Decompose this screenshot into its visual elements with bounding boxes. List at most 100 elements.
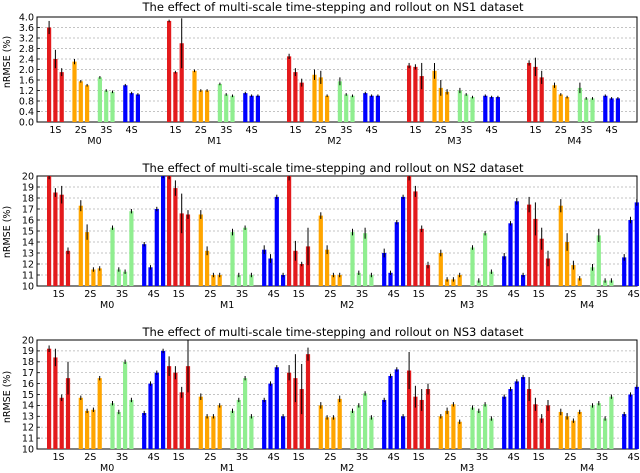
bar-M3-1S <box>413 396 418 449</box>
bar-M3-4S <box>508 389 513 449</box>
x-tick-label-3S: 3S <box>596 289 608 300</box>
bar-M2-1S <box>293 378 298 449</box>
bar-M3-4S <box>521 377 526 449</box>
bar-M3-4S <box>502 396 507 449</box>
bar-M3-3S <box>483 404 488 449</box>
bar-M1-1S <box>185 214 191 286</box>
bar-M4-2S <box>558 205 563 286</box>
bar-M2-2S <box>331 417 336 449</box>
x-tick-label-3S: 3S <box>596 452 608 463</box>
bar-M3-4S <box>502 256 507 286</box>
bar-M0-4S <box>148 383 153 449</box>
y-tick-label: 3.6 <box>19 23 34 34</box>
y-tick-label: 15 <box>22 226 34 237</box>
bar-M0-4S <box>142 244 147 286</box>
bar-M2-3S <box>350 410 355 449</box>
bar-M1-1S <box>173 188 178 286</box>
bar-M1-1S <box>173 372 178 449</box>
y-tick-label: 2.8 <box>19 44 34 55</box>
y-tick-label: 2.4 <box>19 54 34 65</box>
bar-M0-3S <box>97 77 102 122</box>
bar-M2-4S <box>375 95 380 122</box>
bar-M3-2S <box>432 70 437 122</box>
panel-title: The effect of multi-scale time-stepping … <box>142 0 524 14</box>
y-axis-label: nRMSE (%) <box>2 371 13 423</box>
bar-M4-1S <box>533 66 538 122</box>
bar-M1-1S <box>167 366 172 449</box>
x-tick-label-4S: 4S <box>628 289 640 300</box>
bar-M2-3S <box>356 272 361 286</box>
bar-M3-3S <box>470 407 475 449</box>
bar-M1-2S <box>205 416 210 449</box>
bar-M3-3S <box>483 233 488 286</box>
bar-M0-2S <box>78 81 83 122</box>
y-tick-label: 15 <box>22 390 34 401</box>
bar-M4-3S <box>596 235 601 286</box>
bar-M3-3S <box>470 247 475 286</box>
panel-title: The effect of multi-scale time-stepping … <box>142 325 524 339</box>
bar-M3-2S <box>445 279 450 286</box>
y-tick-label: 19 <box>22 182 34 193</box>
bar-M1-3S <box>236 275 241 286</box>
y-tick-label: 14 <box>22 401 34 412</box>
group-label-M1: M1 <box>220 300 234 311</box>
y-tick-label: 11 <box>22 270 34 281</box>
panel-title: The effect of multi-scale time-stepping … <box>142 161 524 175</box>
bar-M4-1S <box>539 77 544 122</box>
bar-M4-4S <box>634 386 639 449</box>
x-tick-label-2S: 2S <box>204 452 216 463</box>
bar-M3-2S <box>451 279 456 286</box>
y-tick-label: 16 <box>22 379 34 390</box>
bar-M4-3S <box>577 87 582 122</box>
bar-M2-2S <box>325 95 330 122</box>
bar-M0-4S <box>161 176 166 286</box>
bar-M3-4S <box>483 95 488 122</box>
bar-M3-1S <box>425 265 431 286</box>
bar-M2-2S <box>331 275 336 286</box>
bar-M0-3S <box>123 361 128 449</box>
bar-M1-2S <box>198 214 203 286</box>
bar-M0-4S <box>154 209 159 286</box>
bar-M2-3S <box>350 95 355 122</box>
bar-M1-4S <box>243 93 248 122</box>
y-tick-label: 14 <box>22 237 34 248</box>
group-label-M4: M4 <box>580 300 594 311</box>
bar-M2-4S <box>388 272 393 286</box>
bar-M3-3S <box>464 94 469 122</box>
x-tick-label-1S: 1S <box>409 125 421 136</box>
bar-M4-2S <box>565 416 570 449</box>
bar-M4-3S <box>609 396 614 449</box>
group-label-M1: M1 <box>220 463 234 473</box>
x-tick-label-2S: 2S <box>444 289 456 300</box>
x-tick-label-3S: 3S <box>476 289 488 300</box>
x-tick-label-1S: 1S <box>533 452 545 463</box>
bar-M2-2S <box>318 215 323 286</box>
x-tick-label-4S: 4S <box>486 125 498 136</box>
y-tick-label: 17 <box>22 204 34 215</box>
bar-M1-1S <box>167 176 172 286</box>
x-tick-label-3S: 3S <box>236 452 248 463</box>
group-label-M2: M2 <box>340 300 354 311</box>
bar-M0-1S <box>47 176 52 286</box>
bar-M2-3S <box>369 417 374 449</box>
bar-M3-3S <box>470 97 475 122</box>
bar-M3-1S <box>413 191 418 286</box>
bar-M4-3S <box>590 405 595 449</box>
bar-M3-2S <box>438 416 443 449</box>
y-tick-label: 0.0 <box>19 117 34 128</box>
bar-M4-2S <box>558 411 563 449</box>
bar-M0-3S <box>110 403 115 449</box>
x-tick-label-1S: 1S <box>53 289 65 300</box>
y-tick-label: 16 <box>22 215 34 226</box>
bar-M0-3S <box>110 91 115 122</box>
bar-M1-3S <box>230 232 235 286</box>
bar-M1-4S <box>281 275 286 286</box>
bar-M0-1S <box>53 59 58 122</box>
bar-M1-3S <box>249 416 254 449</box>
bar-M1-4S <box>281 416 286 449</box>
bar-M4-1S <box>545 258 551 286</box>
x-tick-label-4S: 4S <box>388 289 400 300</box>
bar-M2-1S <box>299 389 304 449</box>
x-tick-label-2S: 2S <box>84 289 96 300</box>
bar-M1-1S <box>179 392 184 449</box>
